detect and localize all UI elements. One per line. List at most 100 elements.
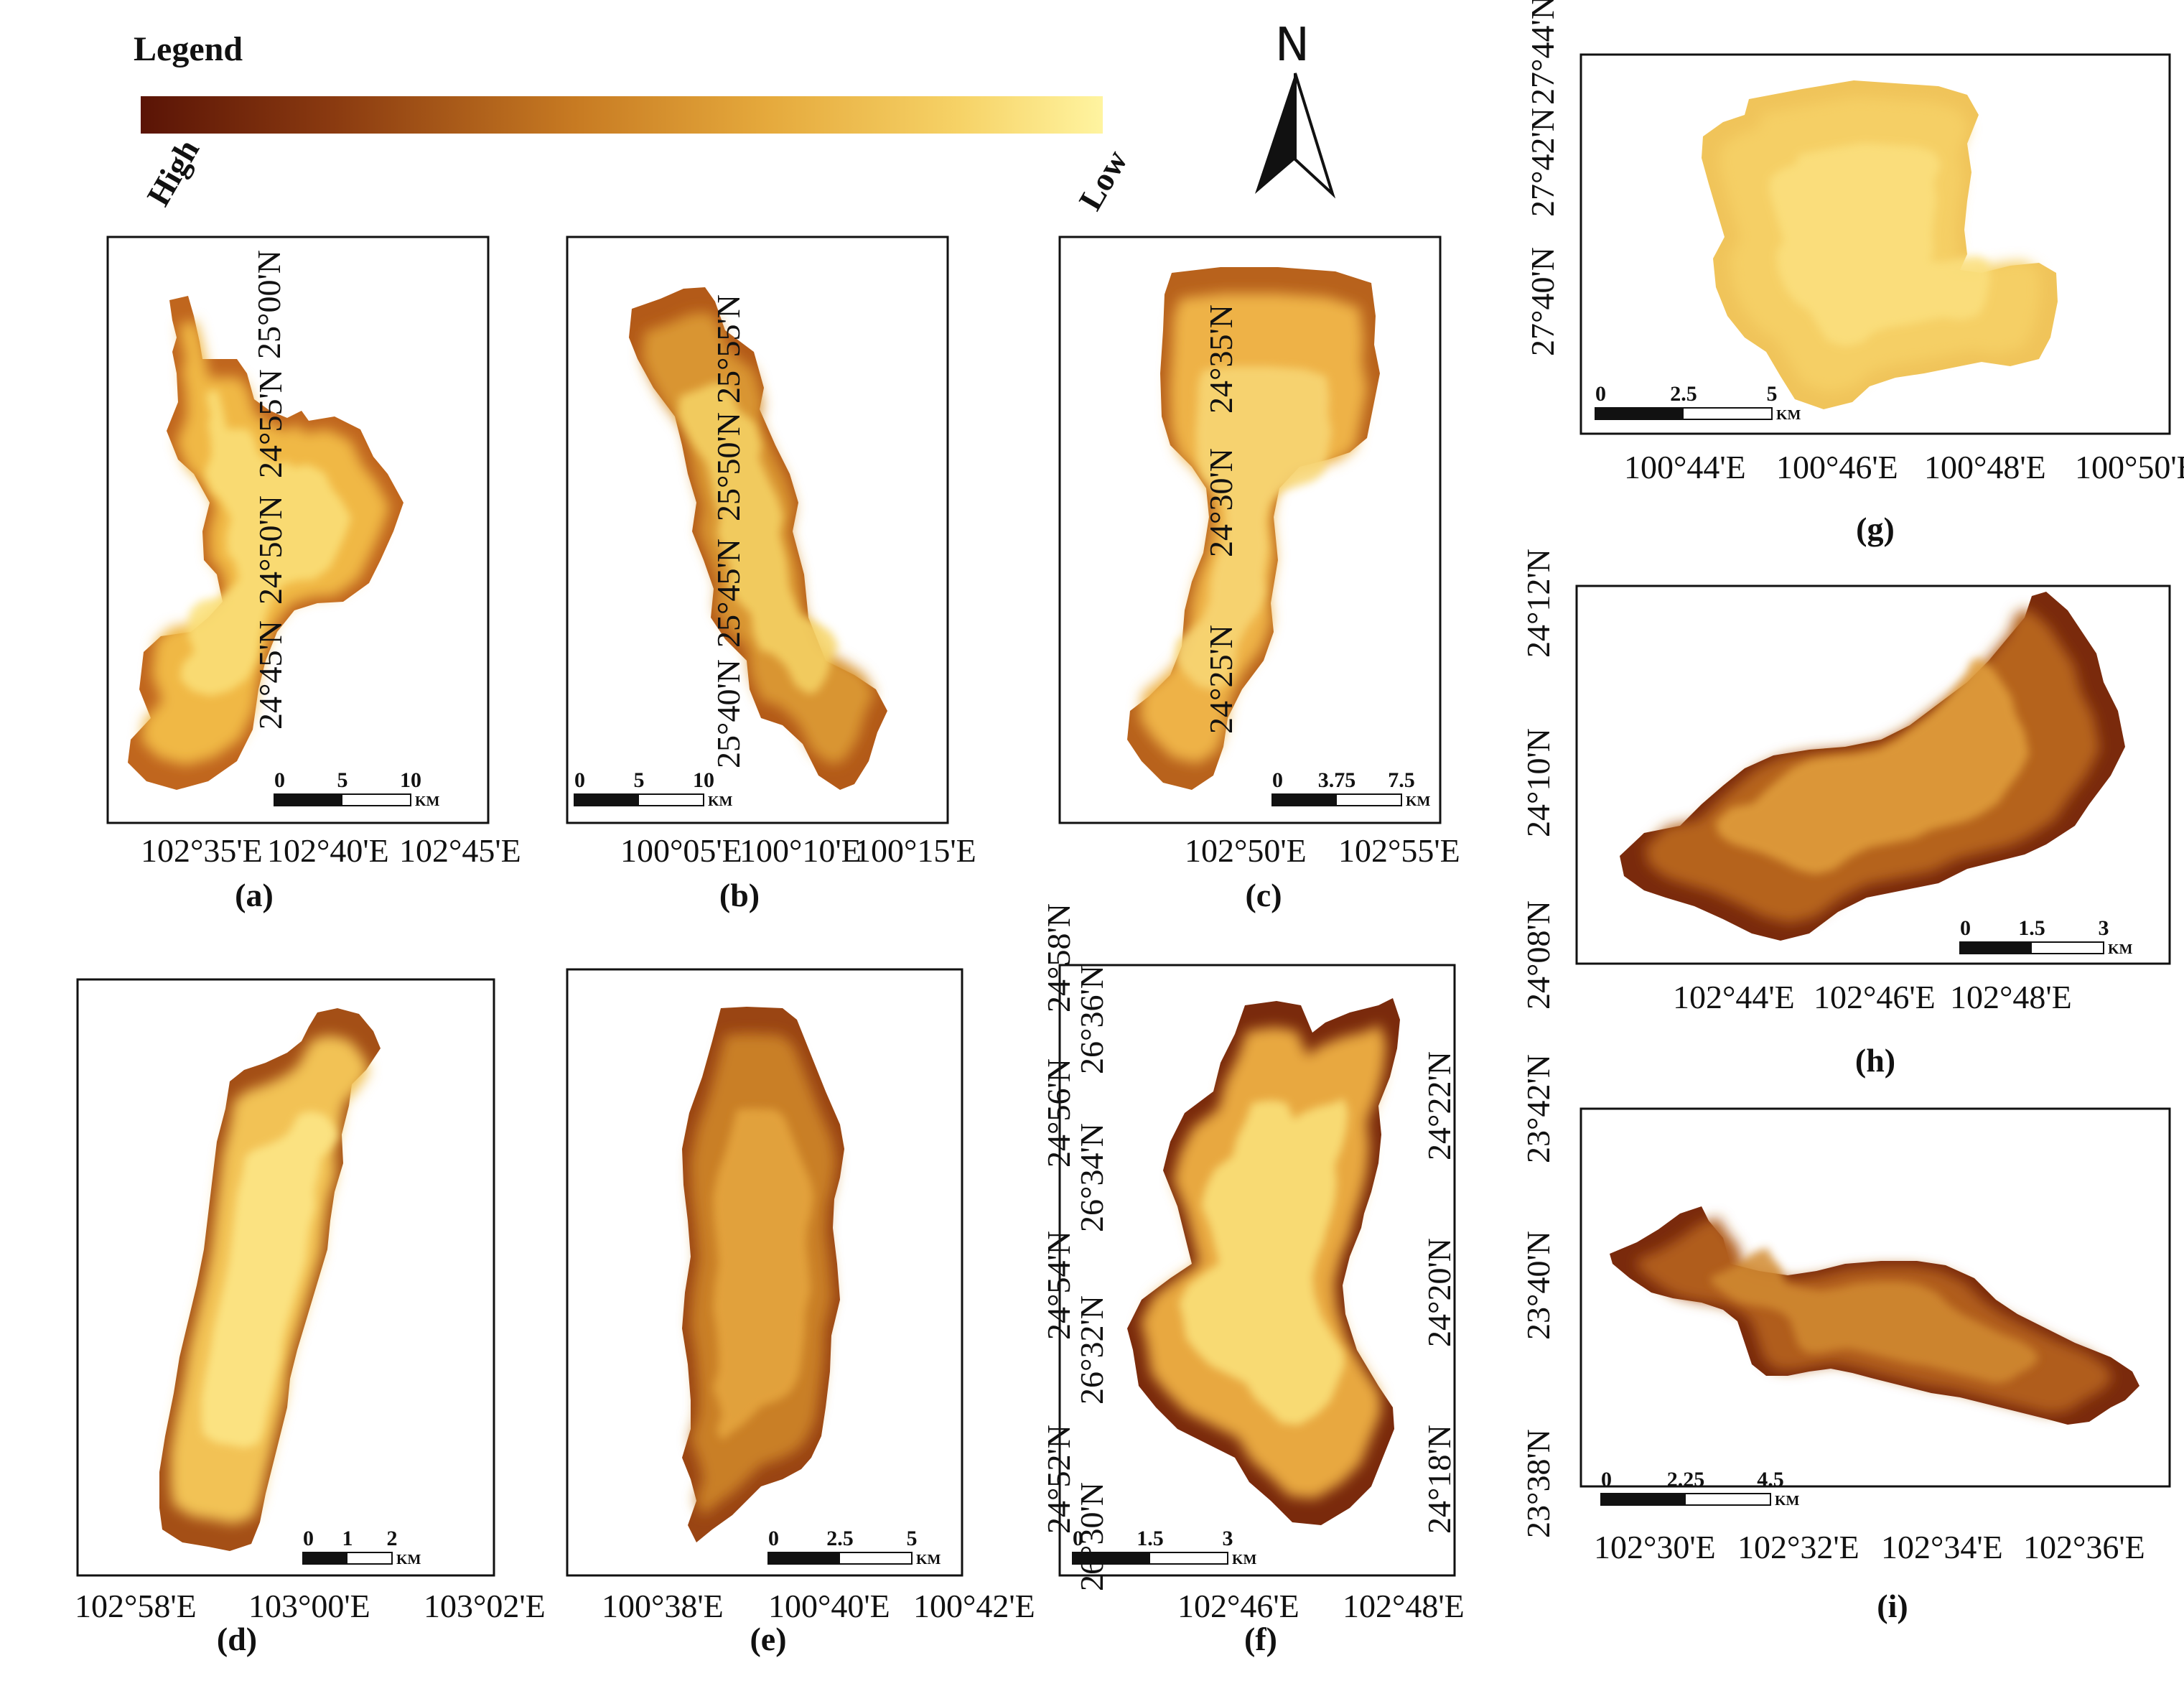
- lon-tick-label: 100°10'E: [739, 832, 862, 869]
- lat-tick-label: 24°55'N: [252, 369, 289, 478]
- scale-bar-label: 1.5: [1137, 1527, 1164, 1550]
- legend-low-label: Low: [1071, 144, 1134, 216]
- lon-tick-label: 100°44'E: [1624, 449, 1746, 485]
- lat-tick-label: 24°12'N: [1520, 549, 1557, 658]
- map-panel-c: 24°35'N 24°30'N 24°25'N 102°50'E 102°55'E (c)…: [1058, 236, 1460, 913]
- scale-bar-black-segment: [1601, 1494, 1686, 1505]
- lat-tick-label: 24°22'N: [1421, 1051, 1457, 1160]
- scale-bar-label: 5: [337, 768, 348, 792]
- scale-bar-label: 2.25: [1667, 1468, 1705, 1491]
- lake-core-c: [1175, 366, 1333, 691]
- scale-bar-unit: KM: [396, 1552, 421, 1568]
- scale-bar-unit: KM: [2108, 941, 2133, 957]
- scale-bar-label: 5: [907, 1527, 918, 1550]
- lake-core-a: [179, 389, 352, 697]
- legend-color-ramp: [141, 96, 1103, 134]
- lat-tick-label: 24°50'N: [252, 495, 289, 605]
- lon-tick-label: 103°02'E: [424, 1588, 546, 1624]
- scale-bar-label: 10: [400, 768, 421, 792]
- lat-tick-label: 24°20'N: [1421, 1238, 1457, 1347]
- scale-bar-label: 0: [274, 768, 285, 792]
- lat-tick-label: 26°36'N: [1073, 965, 1110, 1074]
- scale-bar-label: 0: [303, 1527, 314, 1550]
- lat-tick-label: 26°30'N: [1073, 1482, 1110, 1591]
- lake-core-i: [1710, 1247, 2039, 1384]
- lon-tick-label: 103°00'E: [248, 1588, 370, 1624]
- panel-label: (c): [1245, 877, 1282, 913]
- lon-tick-label: 100°48'E: [1924, 449, 2046, 485]
- lon-tick-label: 102°48'E: [1950, 979, 2072, 1015]
- scale-bar-label: 2.5: [826, 1527, 854, 1550]
- lat-tick-label: 25°40'N: [710, 659, 747, 768]
- scale-bar-label: 3: [2099, 916, 2109, 940]
- scale-bar-label: 0: [1073, 1527, 1083, 1550]
- legend: Legend High Low: [134, 30, 1134, 216]
- scale-bar-label: 2.5: [1670, 382, 1697, 406]
- scale-bar-label: 0: [574, 768, 585, 792]
- lake-core-h: [1715, 658, 2030, 875]
- lon-tick-label: 100°42'E: [913, 1588, 1035, 1624]
- lon-tick-label: 102°32'E: [1737, 1529, 1859, 1565]
- lat-tick-label: 27°42'N: [1524, 108, 1561, 217]
- lat-tick-label: 25°45'N: [710, 539, 747, 648]
- map-panel-b: 25°55'N25°50'N25°45'N25°40'N100°05'E100°…: [566, 236, 976, 913]
- scale-bar-label: 7.5: [1388, 768, 1415, 792]
- lake-core-e: [712, 1108, 814, 1441]
- lon-tick-label: 102°34'E: [1881, 1529, 2003, 1565]
- panel-label: (f): [1244, 1621, 1277, 1657]
- lat-tick-label: 23°42'N: [1520, 1054, 1557, 1163]
- scale-bar-black-segment: [768, 1552, 840, 1564]
- scale-bar-unit: KM: [1776, 407, 1801, 423]
- map-panel-h: 24°12'N 24°10'N 24°08'N 102°44'E 102°46'E 102…: [1520, 549, 2171, 1079]
- scale-bar-black-segment: [574, 794, 639, 806]
- lon-tick-label: 100°46'E: [1776, 449, 1898, 485]
- lon-tick-label: 102°48'E: [1343, 1588, 1465, 1624]
- scale-bar-unit: KM: [1232, 1552, 1257, 1568]
- lon-tick-label: 102°46'E: [1814, 979, 1936, 1015]
- panel-label: (e): [750, 1621, 786, 1657]
- lat-tick-label: 24°25'N: [1203, 625, 1239, 734]
- scale-bar-unit: KM: [415, 793, 440, 809]
- lon-tick-label: 102°50'E: [1185, 832, 1307, 869]
- north-label: N: [1275, 19, 1310, 72]
- scale-bar-black-segment: [1960, 942, 2032, 954]
- scale-bar-label: 0: [768, 1527, 779, 1550]
- lon-tick-label: 102°44'E: [1673, 979, 1795, 1015]
- scale-bar-label: 5: [1767, 382, 1778, 406]
- lon-tick-label: 102°40'E: [267, 832, 389, 869]
- scale-bar-unit: KM: [708, 793, 733, 809]
- lat-tick-label: 25°50'N: [710, 412, 747, 521]
- lon-tick-label: 102°35'E: [141, 832, 263, 869]
- lat-tick-label: 25°55'N: [710, 294, 747, 404]
- map-panel-e: 26°36'N 26°34'N 26°32'N 26°30'N 100°38'E 100°…: [566, 965, 1110, 1657]
- scale-bar-label: 3.75: [1318, 768, 1356, 792]
- scale-bar-label: 10: [693, 768, 714, 792]
- lat-tick-label: 24°08'N: [1520, 900, 1557, 1010]
- scale-bar-unit: KM: [1775, 1493, 1800, 1509]
- lon-tick-label: 102°55'E: [1338, 832, 1460, 869]
- lon-tick-label: 100°05'E: [620, 832, 742, 869]
- scale-bar-unit: KM: [916, 1552, 941, 1568]
- scale-bar-black-segment: [1272, 794, 1337, 806]
- lat-tick-label: 26°32'N: [1073, 1295, 1110, 1405]
- scale-bar-label: 4.5: [1757, 1468, 1784, 1491]
- lon-tick-label: 102°46'E: [1177, 1588, 1299, 1624]
- panel-label: (i): [1877, 1588, 1908, 1624]
- lat-tick-label: 26°34'N: [1073, 1123, 1110, 1232]
- panel-label: (b): [719, 877, 760, 913]
- lat-tick-label: 27°40'N: [1524, 247, 1561, 356]
- lat-tick-label: 27°44'N: [1524, 0, 1561, 105]
- panel-label: (h): [1855, 1042, 1895, 1079]
- legend-title: Legend: [134, 30, 243, 68]
- scale-bar-black-segment: [274, 794, 342, 806]
- lake-core-d: [201, 1111, 339, 1448]
- lon-tick-label: 100°15'E: [854, 832, 976, 869]
- lat-tick-label: 24°10'N: [1520, 728, 1557, 837]
- scale-bar-label: 0: [1601, 1468, 1612, 1491]
- lon-tick-label: 100°50'E: [2075, 449, 2184, 485]
- panel-label: (g): [1856, 511, 1895, 547]
- map-panel-i: 23°42'N 23°40'N 23°38'N 102°30'E 102°32'E 102…: [1520, 1054, 2171, 1624]
